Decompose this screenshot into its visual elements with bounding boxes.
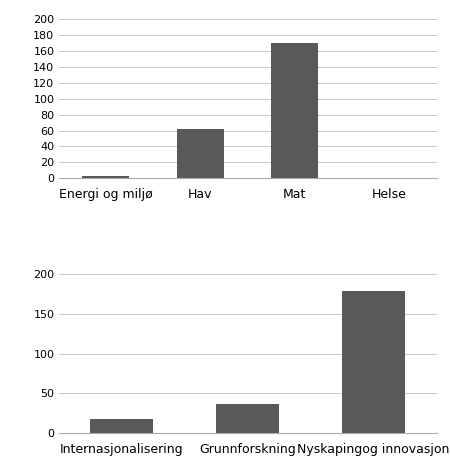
Bar bbox=[342, 291, 405, 433]
Bar bbox=[90, 419, 153, 433]
Bar bbox=[216, 404, 279, 433]
Bar bbox=[271, 43, 319, 179]
Bar bbox=[82, 176, 130, 178]
Bar bbox=[176, 129, 224, 178]
